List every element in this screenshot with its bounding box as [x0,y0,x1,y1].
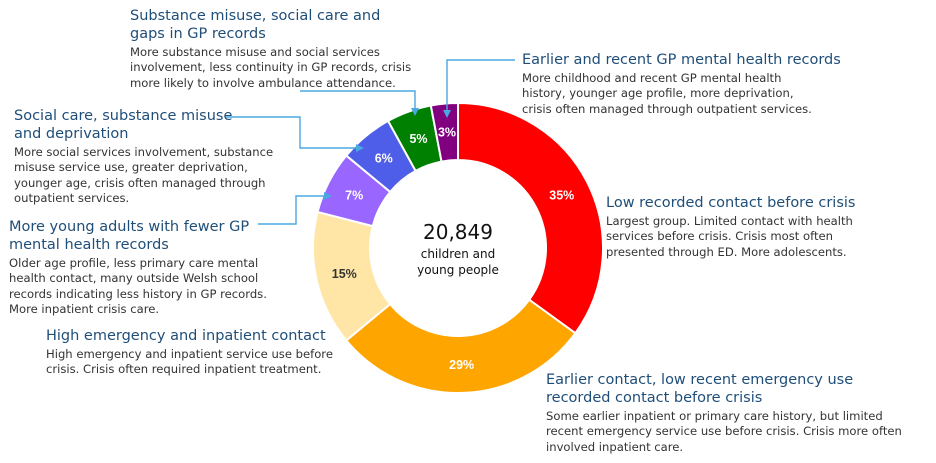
annotation-title: Substance misuse, social care and gaps i… [130,7,430,43]
slice-percent-label: 15% [332,267,357,281]
annotation-description: High emergency and inpatient service use… [46,347,346,378]
annotation-social-care: Social care, substance misuse and depriv… [14,107,294,207]
annotation-desc-line: involved inpatient care. [546,439,684,454]
annotation-title: More young adults with fewer GP mental h… [9,218,299,254]
annotation-low-recorded: Low recorded contact before crisis Large… [606,194,906,260]
annotation-title-line: Earlier contact, low recent emergency us… [546,372,854,388]
annotation-earlier-recent-gp: Earlier and recent GP mental health reco… [522,51,862,117]
annotation-title-line: Social care, substance misuse [14,108,233,124]
annotation-title-line: More young adults with fewer GP [9,219,250,235]
annotation-title-line: gaps in GP records [130,26,266,42]
annotation-desc-line: misuse service use, greater deprivation, [14,160,248,175]
slice-percent-label: 6% [375,152,393,166]
annotation-title-line: High emergency and inpatient contact [46,328,326,344]
annotation-title-line: recorded contact before crisis [546,390,763,406]
annotation-desc-line: crisis. Crisis often required inpatient … [46,362,322,377]
leader-line-earlier-recent-gp [446,59,515,112]
leader-line-substance-social [300,90,416,110]
annotation-desc-line: Some earlier inpatient or primary care h… [546,409,883,423]
annotation-high-emergency: High emergency and inpatient contact Hig… [46,327,346,378]
annotation-description: Older age profile, less primary care men… [9,256,299,318]
donut-slices [312,101,604,394]
annotation-title-line: and deprivation [14,126,129,142]
annotation-desc-line: outpatient services. [14,191,130,206]
annotation-title-line: mental health records [9,237,169,253]
annotation-young-adults: More young adults with fewer GP mental h… [9,218,299,318]
annotation-desc-line: presented through ED. More adolescents. [606,244,847,259]
annotation-title: Low recorded contact before crisis [606,194,906,212]
slice-percent-label: 5% [409,132,427,146]
annotation-description: More substance misuse and social service… [130,45,430,91]
annotation-desc-line: Older age profile, less primary care men… [9,256,259,270]
annotation-description: Largest group. Limited contact with heal… [606,214,906,260]
annotation-substance-social: Substance misuse, social care and gaps i… [130,7,430,91]
annotation-desc-line: recent emergency service use before cris… [546,424,902,439]
annotation-title-line: Substance misuse, social care and [130,8,381,24]
donut-slice [429,101,459,163]
annotation-title: Earlier and recent GP mental health reco… [522,51,862,69]
annotation-desc-line: High emergency and inpatient service use… [46,347,333,361]
donut-slice [344,298,577,394]
annotation-title: High emergency and inpatient contact [46,327,346,345]
annotation-desc-line: More childhood and recent GP mental heal… [522,71,782,85]
annotation-desc-line: More inpatient crisis care. [9,302,160,317]
slice-percent-label: 35% [549,189,574,203]
annotation-desc-line: crisis often managed through outpatient … [522,101,812,116]
arrow-head-young-adults [324,192,332,200]
center-total: 20,849 [423,220,493,244]
slice-labels: 35% 29% 15% 7% 6% 5% 3% [332,126,575,372]
leader-line-social-care [226,116,360,149]
annotation-earlier-contact: Earlier contact, low recent emergency us… [546,371,931,455]
annotation-desc-line: involvement, less continuity in GP recor… [130,60,412,75]
annotation-description: More childhood and recent GP mental heal… [522,71,862,117]
annotation-desc-line: records indicating less history in GP re… [9,286,267,301]
annotation-desc-line: services before crisis. Crisis most ofte… [606,229,834,244]
annotation-title: Social care, substance misuse and depriv… [14,107,294,143]
slice-percent-label: 3% [438,126,456,140]
annotation-title: Earlier contact, low recent emergency us… [546,371,931,407]
annotation-title-line: Earlier and recent GP mental health reco… [522,52,841,68]
annotation-desc-line: More social services involvement, substa… [14,145,274,159]
center-label-line1: children and [420,247,496,261]
annotation-title-line: Low recorded contact before crisis [606,195,856,211]
annotation-desc-line: history, younger age profile, more depri… [522,86,794,101]
center-label: children and young people [398,246,518,278]
annotation-description: Some earlier inpatient or primary care h… [546,409,931,455]
arrow-head-substance-social [411,108,419,116]
annotation-desc-line: More substance misuse and social service… [130,45,380,59]
arrow-head-earlier-recent-gp [443,110,451,118]
leader-lines [226,59,515,225]
center-label-line2: young people [417,263,499,277]
arrow-head-social-care [356,144,364,152]
annotation-desc-line: younger age, crisis often managed throug… [14,175,266,190]
slice-percent-label: 29% [449,358,474,372]
donut-slice [457,101,604,335]
annotation-desc-line: Largest group. Limited contact with heal… [606,214,853,228]
slice-percent-label: 7% [345,189,363,203]
annotation-desc-line: more likely to involve ambulance attenda… [130,75,396,90]
annotation-description: More social services involvement, substa… [14,145,294,207]
annotation-desc-line: health contact, many outside Welsh schoo… [9,271,259,286]
leader-line-young-adults [258,195,328,225]
